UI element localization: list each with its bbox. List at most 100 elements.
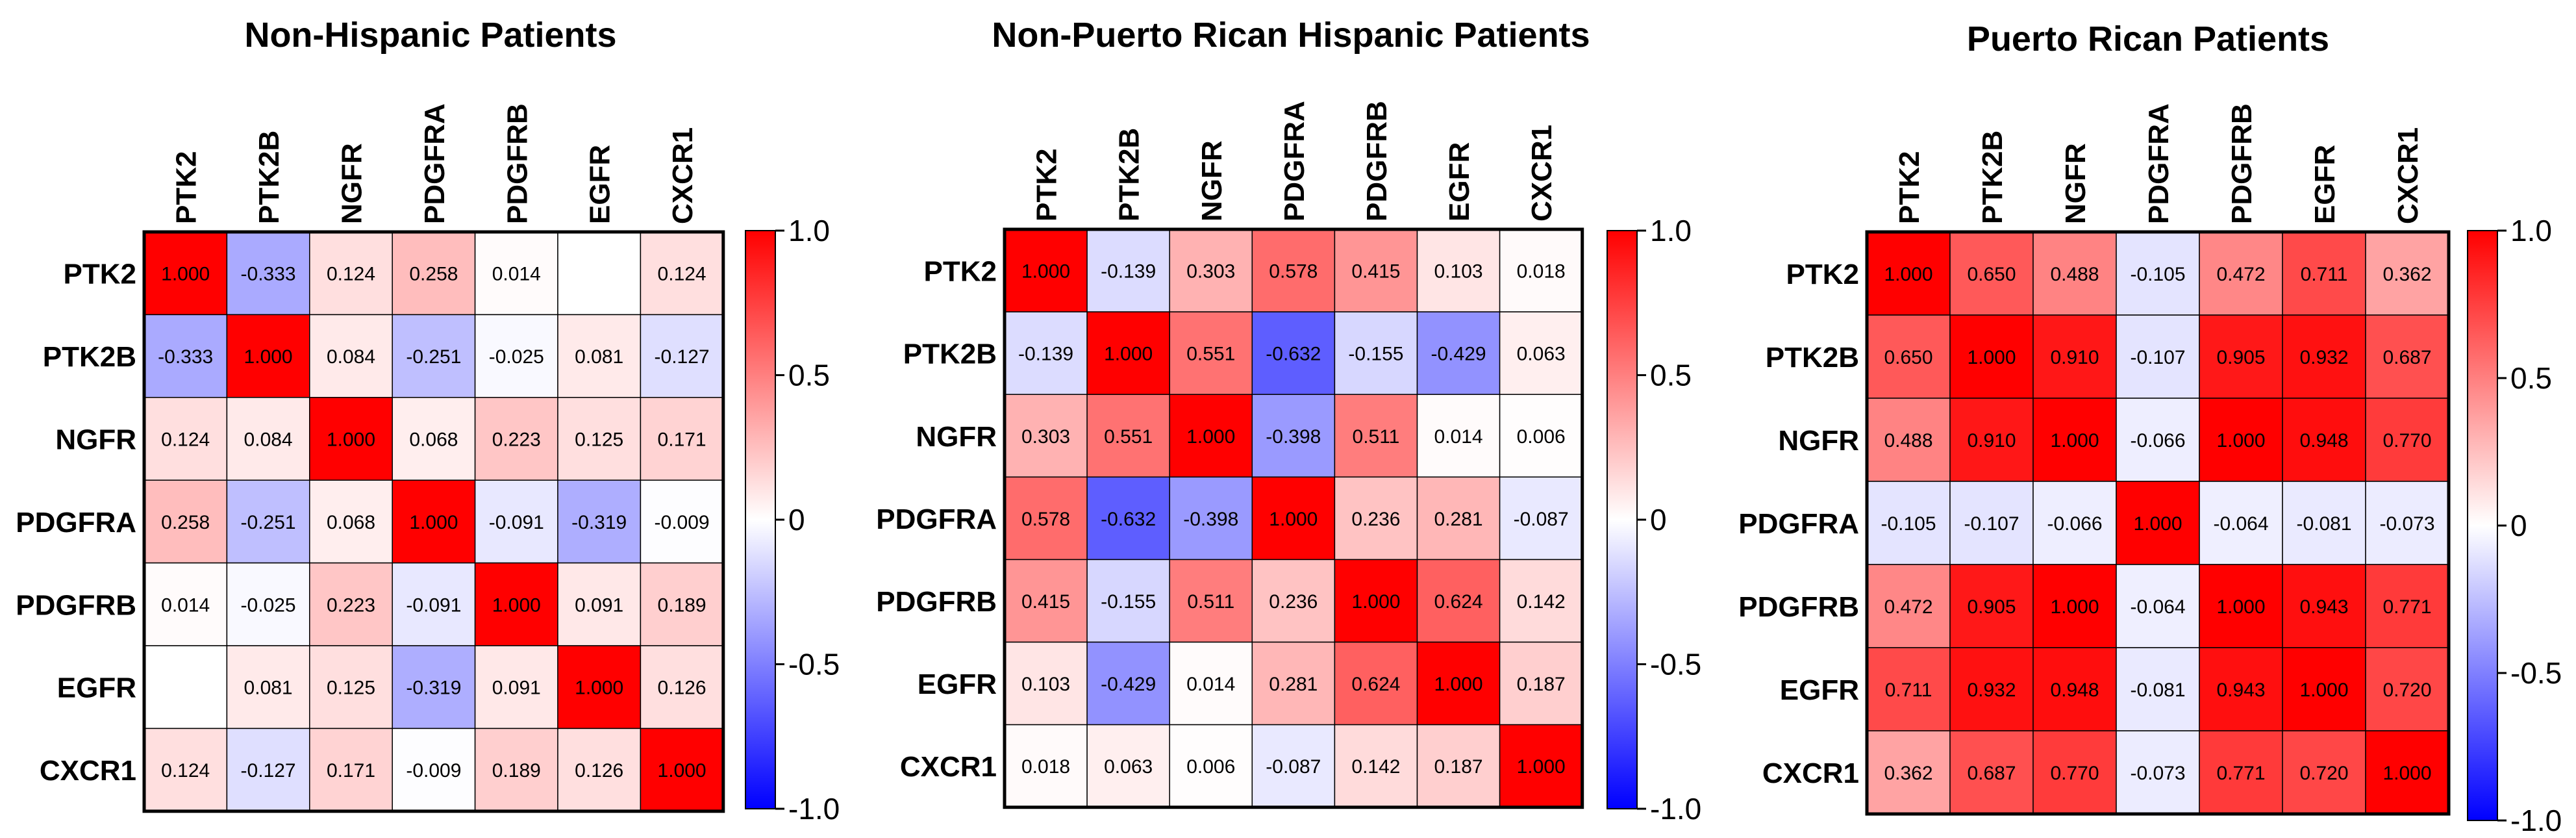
heatmap-cell — [2365, 647, 2449, 731]
row-label: PTK2B — [43, 341, 136, 373]
column-label: PDGFRA — [1279, 101, 1310, 222]
heatmap-cell — [1334, 394, 1418, 478]
cell-value-label: 0.943 — [2216, 679, 2265, 701]
cell-value-label: 0.236 — [1269, 591, 1318, 613]
heatmap-cell — [2199, 730, 2283, 815]
cell-value-label: 0.551 — [1104, 426, 1153, 448]
heatmap-cell — [1949, 730, 2034, 815]
cell-value-label: -0.081 — [2130, 679, 2185, 701]
heatmap-cell — [309, 645, 393, 730]
heatmap-cell — [1416, 311, 1501, 395]
heatmap-cell — [1086, 724, 1170, 808]
colorbar — [1607, 230, 1638, 809]
cell-value-label: 0.063 — [1517, 344, 1566, 365]
cell-value-label: -0.091 — [406, 594, 461, 616]
heatmap-cell — [1251, 311, 1336, 395]
column-label: NGFR — [336, 143, 368, 224]
column-label: NGFR — [2060, 143, 2092, 224]
cell-value-label: 0.223 — [492, 429, 541, 451]
cell-value-label: 0.187 — [1434, 756, 1483, 778]
heatmap-cell — [2365, 398, 2449, 482]
cell-value-label: 0.006 — [1186, 756, 1235, 778]
cell-value-label: -0.319 — [406, 678, 461, 699]
heatmap-cell — [2199, 564, 2283, 648]
heatmap-cell — [226, 562, 310, 646]
row-label: PTK2 — [1786, 259, 1859, 290]
heatmap-cell — [2282, 481, 2366, 565]
colorbar-tick-label: -0.5 — [1650, 648, 1701, 681]
heatmap-cell — [392, 645, 476, 730]
cell-value-label: 0.171 — [658, 429, 707, 451]
heatmap-cell — [1949, 647, 2034, 731]
heatmap-cell — [309, 479, 393, 564]
cell-value-label: 1.000 — [1884, 264, 1932, 285]
cell-value-label: -0.073 — [2130, 763, 2185, 784]
cell-value-label: -0.107 — [1964, 513, 2019, 535]
heatmap-cell — [1866, 398, 1951, 482]
colorbar-tick-label: 0 — [1650, 503, 1667, 537]
heatmap-cell — [1251, 559, 1336, 643]
heatmap-cell — [392, 231, 476, 316]
cell-value-label: 1.000 — [2382, 763, 2431, 784]
cell-value-label: 0.624 — [1351, 674, 1400, 695]
cell-value-label: 0.125 — [575, 429, 623, 451]
cell-value-label: -0.066 — [2047, 513, 2102, 535]
heatmap-cell — [2282, 564, 2366, 648]
cell-value-label: 0.650 — [1884, 347, 1932, 368]
heatmap-cell — [2116, 730, 2200, 815]
heatmap-cell — [2199, 314, 2283, 399]
colorbar-tick-label: 1.0 — [2510, 214, 2552, 248]
heatmap-cell — [1949, 481, 2034, 565]
heatmap-cell — [2032, 647, 2117, 731]
cell-value-label: 1.000 — [244, 346, 293, 368]
cell-value-label: 0.624 — [1434, 591, 1483, 613]
colorbar-tick-label: 0.5 — [1650, 359, 1692, 392]
cell-value-label: 0.124 — [161, 760, 210, 781]
cell-value-label: 0.258 — [161, 512, 210, 533]
heatmap-border — [1003, 227, 1584, 809]
column-label: PTK2 — [1031, 149, 1063, 222]
heatmap-cell — [1416, 559, 1501, 643]
heatmap-cell — [2116, 481, 2200, 565]
cell-value-label: 0.948 — [2299, 430, 2348, 451]
cell-value-label: -0.066 — [2130, 430, 2185, 451]
cell-value-label: 0.770 — [2382, 430, 2431, 451]
row-label: NGFR — [1778, 425, 1859, 457]
cell-value-label: 0.910 — [2050, 347, 2099, 368]
heatmap-cell — [1866, 564, 1951, 648]
cell-value-label: 1.000 — [1351, 591, 1400, 613]
heatmap-cell — [1004, 641, 1088, 726]
cell-value-label: 0.511 — [1353, 426, 1400, 448]
cell-value-label: -0.139 — [1018, 344, 1073, 365]
cell-value-label: 0.415 — [1351, 261, 1400, 283]
cell-value-label: 1.000 — [2216, 430, 2265, 451]
cell-value-label: 0.014 — [161, 594, 210, 616]
cell-value-label: -0.073 — [2379, 513, 2434, 535]
column-label: CXCR1 — [667, 127, 699, 224]
heatmap-cell — [226, 479, 310, 564]
cell-value-label: 0.472 — [2216, 264, 2265, 285]
heatmap-cell — [640, 314, 724, 398]
heatmap-cell — [1499, 394, 1583, 478]
heatmap-cell — [226, 231, 310, 316]
cell-value-label: 0.488 — [2050, 264, 2099, 285]
column-label: PDGFRB — [2226, 103, 2258, 224]
cell-value-label: 0.281 — [1269, 674, 1318, 695]
cell-value-label: 0.711 — [2301, 264, 2348, 285]
heatmap-cell — [2282, 730, 2366, 815]
row-label: PTK2B — [1766, 342, 1859, 374]
heatmap-cell — [1086, 229, 1170, 312]
cell-value-label: -0.251 — [241, 512, 296, 533]
panel-title: Non-Puerto Rican Hispanic Patients — [992, 16, 1590, 55]
cell-value-label: 1.000 — [161, 264, 210, 285]
heatmap-cell — [474, 645, 558, 730]
cell-value-label: -0.105 — [1881, 513, 1936, 535]
cell-value-label: 0.142 — [1351, 756, 1400, 778]
colorbar-tick-label: -1.0 — [1650, 792, 1701, 826]
cell-value-label: 0.142 — [1517, 591, 1566, 613]
cell-value-label: 1.000 — [658, 760, 707, 781]
cell-value-label: 1.000 — [1021, 261, 1070, 283]
heatmap-cell — [1086, 311, 1170, 395]
cell-value-label: 0.771 — [2216, 763, 2265, 784]
